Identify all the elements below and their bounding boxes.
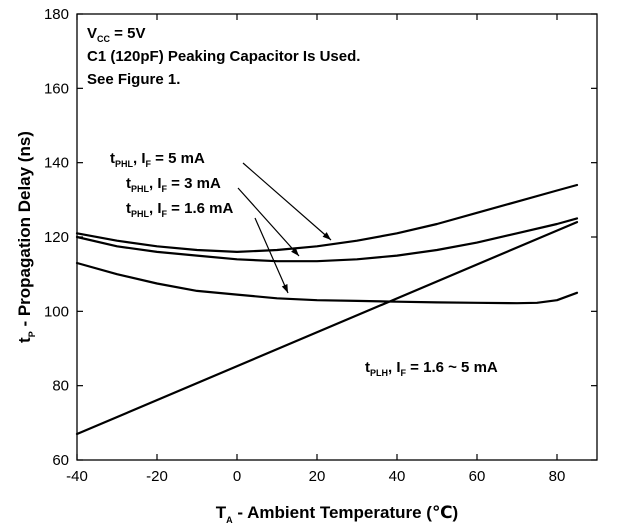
y-tick-label: 160	[44, 80, 69, 97]
y-tick-label: 100	[44, 303, 69, 320]
y-tick-label: 80	[52, 378, 69, 395]
arrowhead	[291, 247, 299, 256]
arrowhead	[281, 284, 288, 293]
pointer-arrow	[237, 187, 300, 257]
x-tick-label: 80	[549, 468, 566, 485]
x-axis-label: TA - Ambient Temperature (℃)	[216, 503, 458, 525]
labels: VCC = 5V C1 (120pF) Peaking Capacitor Is …	[15, 25, 498, 525]
pointer-arrow	[242, 162, 332, 241]
x-tick-label: 0	[233, 468, 241, 485]
x-tick-label: 40	[389, 468, 406, 485]
condition-line: C1 (120pF) Peaking Capacitor Is Used.	[87, 48, 360, 65]
x-tick-label: 20	[309, 468, 326, 485]
y-tick-label: 140	[44, 155, 69, 172]
curves	[75, 183, 579, 436]
x-tick-label: -20	[146, 468, 168, 485]
axis-ticks: -40 -20 0 20 40 60 80 60 80 100 120 140 160 180	[44, 6, 597, 485]
condition-line: VCC = 5V	[87, 25, 145, 44]
curve-tplh-1-6-5ma	[75, 221, 579, 436]
label-tphl-5ma: tPHL, IF = 5 mA	[110, 150, 205, 169]
x-tick-label: 60	[469, 468, 486, 485]
arrowhead	[322, 232, 331, 240]
condition-line: See Figure 1.	[87, 71, 180, 88]
y-tick-label: 120	[44, 229, 69, 246]
y-axis-label: tP - Propagation Delay (ns)	[15, 131, 37, 343]
curve-tphl-1-6ma	[75, 261, 579, 305]
pointer-arrow	[254, 217, 289, 294]
label-tphl-3ma: tPHL, IF = 3 mA	[126, 175, 221, 194]
label-tphl-1-6ma: tPHL, IF = 1.6 mA	[126, 200, 233, 219]
y-tick-label: 60	[52, 452, 69, 469]
curve-tphl-5ma	[75, 183, 579, 253]
label-tplh-1-6-5ma: tPLH, IF = 1.6 ~ 5 mA	[365, 359, 498, 378]
y-tick-label: 180	[44, 6, 69, 23]
x-tick-label: -40	[66, 468, 88, 485]
curve-tphl-3ma	[75, 217, 579, 263]
